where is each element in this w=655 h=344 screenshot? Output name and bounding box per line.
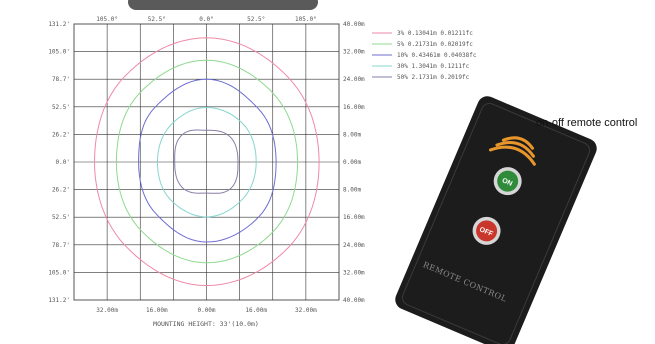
right-tick-label: 40.00m (343, 21, 365, 28)
bottom-tick-label: 16.00m (245, 307, 267, 314)
left-tick-label: 52.5' (52, 214, 70, 221)
left-tick-label: 131.2' (48, 21, 70, 28)
on-button-label: ON (501, 177, 513, 188)
contour-lines (93, 37, 320, 287)
chart-legend: 3% 0.13041m 0.01211fc 5% 0.21731m 0.02019… (372, 30, 477, 81)
remote-highlight (402, 102, 590, 344)
tick-labels: 105.0° 52.5° 0.0° 52.5° 105.0° 131.2' 105.0' 78… (48, 16, 365, 314)
right-tick-label: 8.00m (343, 187, 361, 194)
left-tick-label: 26.2' (52, 187, 70, 194)
right-tick-label: 24.00m (343, 242, 365, 249)
left-tick-label: 52.5' (52, 104, 70, 111)
left-tick-label: 78.7' (52, 242, 70, 249)
contour-line (174, 129, 239, 194)
top-tick-label: 52.5° (247, 16, 265, 23)
right-tick-label: 16.00m (343, 104, 365, 111)
remote-body (395, 96, 597, 344)
contour-line (115, 59, 299, 264)
right-tick-label: 40.00m (343, 297, 365, 304)
legend-entry: 30% 1.3041m 0.1211fc (397, 63, 470, 70)
left-tick-label: 105.0' (48, 269, 70, 276)
right-tick-label: 8.00m (343, 131, 361, 138)
left-tick-label: 105.0' (48, 49, 70, 56)
legend-entry: 3% 0.13041m 0.01211fc (397, 30, 473, 37)
top-tick-label: 105.0° (295, 16, 317, 23)
top-tab (128, 0, 318, 10)
legend-entry: 50% 2.1731m 0.2019fc (397, 74, 470, 81)
right-tick-label: 32.00m (343, 49, 365, 56)
top-tick-label: 52.5° (148, 16, 166, 23)
bottom-tick-label: 16.00m (146, 307, 168, 314)
right-tick-label: 32.00m (343, 269, 365, 276)
isolux-chart: 105.0° 52.5° 0.0° 52.5° 105.0° 131.2' 105.0' 78… (48, 16, 477, 328)
off-button[interactable]: OFF (468, 213, 505, 250)
legend-entry: 5% 0.21731m 0.02019fc (397, 41, 473, 48)
x-axis-label: MOUNTING HEIGHT: 33'(10.0m) (153, 320, 259, 328)
left-tick-label: 131.2' (48, 297, 70, 304)
left-tick-label: 26.2' (52, 131, 70, 138)
top-tick-label: 105.0° (96, 16, 118, 23)
contour-line (157, 106, 257, 218)
right-tick-label: 0.00m (343, 159, 361, 166)
remote-caption: on-off remote control (536, 117, 638, 129)
contour-line (93, 37, 320, 287)
bottom-tick-label: 32.00m (96, 307, 118, 314)
bottom-tick-label: 32.00m (295, 307, 317, 314)
left-tick-label: 78.7' (52, 76, 70, 83)
signal-waves-icon (488, 136, 536, 166)
right-tick-label: 16.00m (343, 214, 365, 221)
right-tick-label: 24.00m (343, 76, 365, 83)
bottom-tick-label: 0.00m (197, 307, 215, 314)
remote-control: ON OFF REMOTE CONTROL (395, 96, 597, 344)
top-tick-label: 0.0° (199, 16, 213, 23)
contour-line (138, 78, 277, 243)
on-button[interactable]: ON (489, 163, 526, 200)
legend-entry: 10% 0.43461m 0.04038fc (397, 52, 477, 59)
left-tick-label: 0.0' (56, 159, 70, 166)
